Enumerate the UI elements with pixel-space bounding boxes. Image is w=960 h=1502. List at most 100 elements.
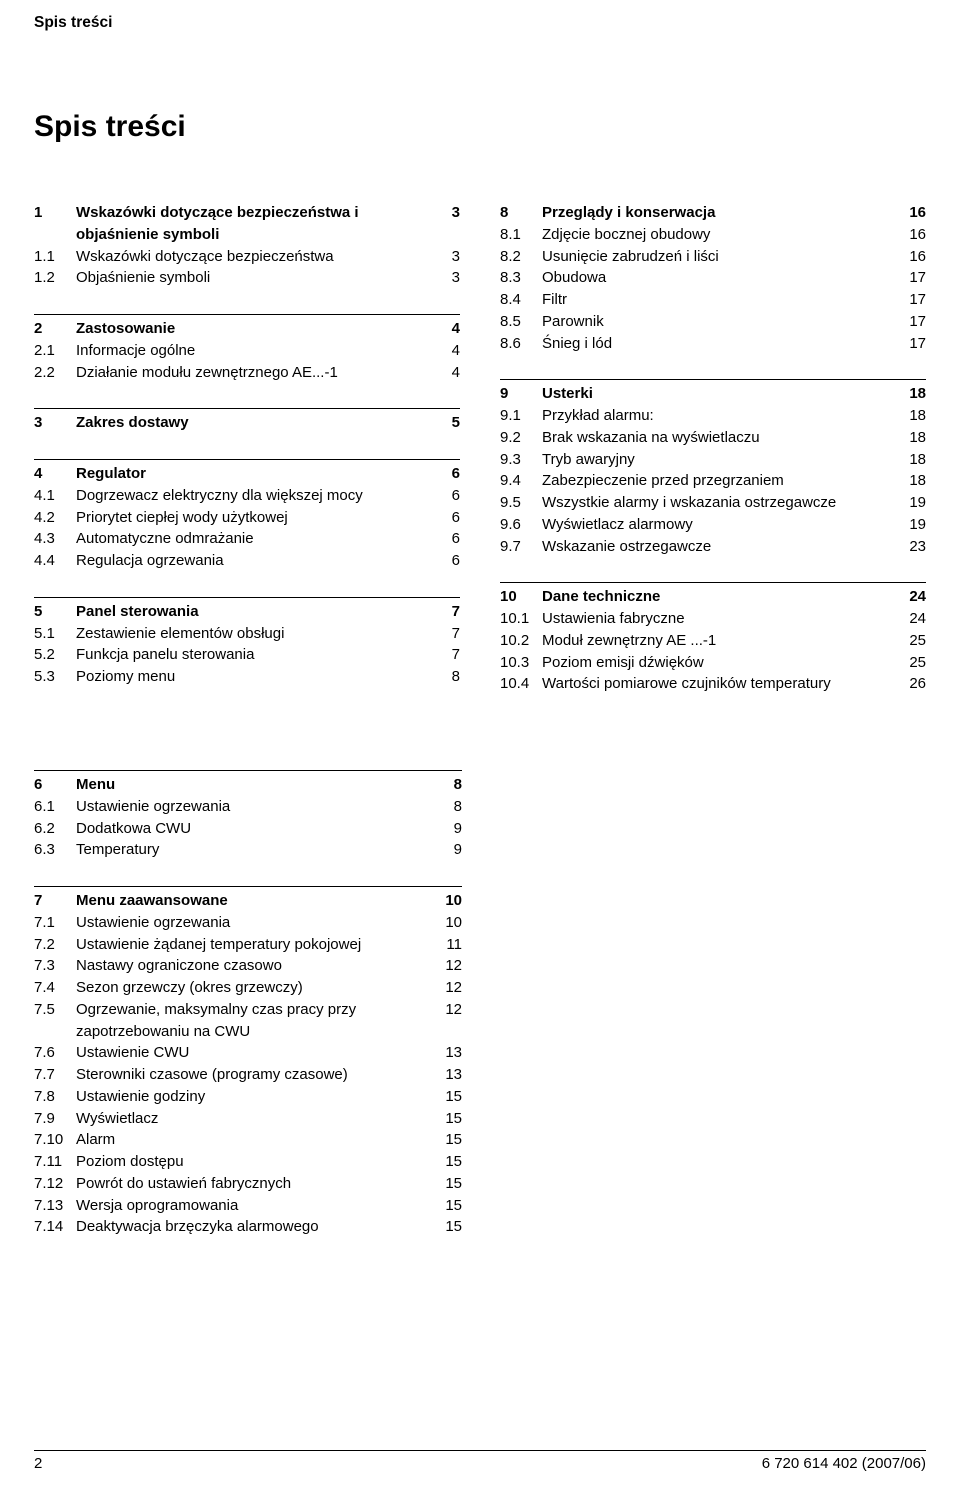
toc-section: 7Menu zaawansowane107.1Ustawienie ogrzew… (34, 886, 462, 1238)
toc-number: 8.1 (500, 224, 542, 246)
toc-label: Ogrzewanie, maksymalny czas pracy przy z… (76, 999, 436, 1043)
toc-label: Wskazanie ostrzegawcze (542, 536, 900, 558)
toc-label: Dogrzewacz elektryczny dla większej mocy (76, 485, 434, 507)
toc-row: 6.2Dodatkowa CWU9 (34, 818, 462, 840)
toc-row: 5.3Poziomy menu8 (34, 666, 460, 688)
toc-page: 6 (434, 463, 460, 485)
toc-label: Alarm (76, 1129, 436, 1151)
toc-page: 15 (436, 1086, 462, 1108)
toc-number: 10.2 (500, 630, 542, 652)
footer: 2 6 720 614 402 (2007/06) (34, 1450, 926, 1472)
toc-page: 18 (900, 405, 926, 427)
toc-row: 9.6Wyświetlacz alarmowy19 (500, 514, 926, 536)
toc-row: 7.4Sezon grzewczy (okres grzewczy)12 (34, 977, 462, 999)
toc-row: 7.6Ustawienie CWU13 (34, 1042, 462, 1064)
page-title: Spis treści (34, 110, 186, 144)
toc-number: 8.2 (500, 246, 542, 268)
toc-page: 3 (434, 267, 460, 289)
right-column: 8Przeglądy i konserwacja168.1Zdjęcie boc… (500, 202, 926, 720)
toc-page: 15 (436, 1195, 462, 1217)
toc-page: 7 (434, 601, 460, 623)
toc-section: 5Panel sterowania75.1Zestawienie element… (34, 597, 460, 688)
toc-label: Dodatkowa CWU (76, 818, 436, 840)
toc-row: 9Usterki18 (500, 383, 926, 405)
toc-label: Menu zaawansowane (76, 890, 436, 912)
toc-label: Sezon grzewczy (okres grzewczy) (76, 977, 436, 999)
toc-page: 13 (436, 1042, 462, 1064)
toc-row: 4.3Automatyczne odmrażanie6 (34, 528, 460, 550)
toc-page: 23 (900, 536, 926, 558)
toc-row: 2Zastosowanie4 (34, 318, 460, 340)
toc-number: 8.5 (500, 311, 542, 333)
toc-row: 4.2Priorytet ciepłej wody użytkowej6 (34, 507, 460, 529)
toc-label: Automatyczne odmrażanie (76, 528, 434, 550)
toc-section: 10Dane techniczne2410.1Ustawienia fabryc… (500, 582, 926, 695)
toc-page: 19 (900, 514, 926, 536)
toc-number: 4 (34, 463, 76, 485)
toc-page: 18 (900, 470, 926, 492)
toc-number: 1 (34, 202, 76, 246)
toc-number: 1.1 (34, 246, 76, 268)
toc-page: 24 (900, 608, 926, 630)
toc-page: 4 (434, 340, 460, 362)
toc-row: 8.2Usunięcie zabrudzeń i liści16 (500, 246, 926, 268)
toc-page: 25 (900, 652, 926, 674)
toc-label: Poziom dostępu (76, 1151, 436, 1173)
toc-number: 3 (34, 412, 76, 434)
toc-label: Ustawienie godziny (76, 1086, 436, 1108)
toc-page: 17 (900, 311, 926, 333)
toc-page: 10 (436, 890, 462, 912)
toc-section: 3Zakres dostawy5 (34, 408, 460, 434)
toc-label: Regulator (76, 463, 434, 485)
toc-number: 9.5 (500, 492, 542, 514)
toc-number: 5.2 (34, 644, 76, 666)
toc-row: 7.2Ustawienie żądanej temperatury pokojo… (34, 934, 462, 956)
toc-page: 16 (900, 202, 926, 224)
toc-page: 6 (434, 528, 460, 550)
toc-number: 5 (34, 601, 76, 623)
toc-label: Priorytet ciepłej wody użytkowej (76, 507, 434, 529)
toc-page: 18 (900, 383, 926, 405)
toc-row: 7.1Ustawienie ogrzewania10 (34, 912, 462, 934)
toc-row: 8.3Obudowa17 (500, 267, 926, 289)
toc-page: 16 (900, 224, 926, 246)
toc-label: Ustawienie ogrzewania (76, 912, 436, 934)
toc-number: 7.2 (34, 934, 76, 956)
toc-row: 7.14Deaktywacja brzęczyka alarmowego15 (34, 1216, 462, 1238)
toc-number: 9.6 (500, 514, 542, 536)
toc-number: 7.8 (34, 1086, 76, 1108)
toc-page: 7 (434, 623, 460, 645)
toc-row: 1.2Objaśnienie symboli3 (34, 267, 460, 289)
toc-page: 7 (434, 644, 460, 666)
toc-number: 1.2 (34, 267, 76, 289)
toc-number: 6.3 (34, 839, 76, 861)
toc-page: 25 (900, 630, 926, 652)
toc-section: 8Przeglądy i konserwacja168.1Zdjęcie boc… (500, 202, 926, 354)
toc-number: 4.3 (34, 528, 76, 550)
toc-number: 10.3 (500, 652, 542, 674)
toc-row: 7.7Sterowniki czasowe (programy czasowe)… (34, 1064, 462, 1086)
toc-page: 17 (900, 267, 926, 289)
toc-row: 7.9Wyświetlacz15 (34, 1108, 462, 1130)
toc-page: 10 (436, 912, 462, 934)
toc-label: Ustawienie ogrzewania (76, 796, 436, 818)
toc-row: 5.2Funkcja panelu sterowania7 (34, 644, 460, 666)
toc-label: Ustawienia fabryczne (542, 608, 900, 630)
toc-number: 7.7 (34, 1064, 76, 1086)
toc-row: 1Wskazówki dotyczące bezpieczeństwa i ob… (34, 202, 460, 246)
toc-number: 7 (34, 890, 76, 912)
toc-row: 4Regulator6 (34, 463, 460, 485)
toc-page: 9 (436, 839, 462, 861)
toc-label: Filtr (542, 289, 900, 311)
toc-row: 6.1Ustawienie ogrzewania8 (34, 796, 462, 818)
toc-number: 7.1 (34, 912, 76, 934)
toc-number: 9.3 (500, 449, 542, 471)
toc-row: 7.13Wersja oprogramowania15 (34, 1195, 462, 1217)
toc-number: 6.2 (34, 818, 76, 840)
toc-number: 7.4 (34, 977, 76, 999)
toc-label: Zestawienie elementów obsługi (76, 623, 434, 645)
toc-row: 5Panel sterowania7 (34, 601, 460, 623)
toc-row: 8.1Zdjęcie bocznej obudowy16 (500, 224, 926, 246)
toc-page: 6 (434, 507, 460, 529)
toc-page: 15 (436, 1216, 462, 1238)
